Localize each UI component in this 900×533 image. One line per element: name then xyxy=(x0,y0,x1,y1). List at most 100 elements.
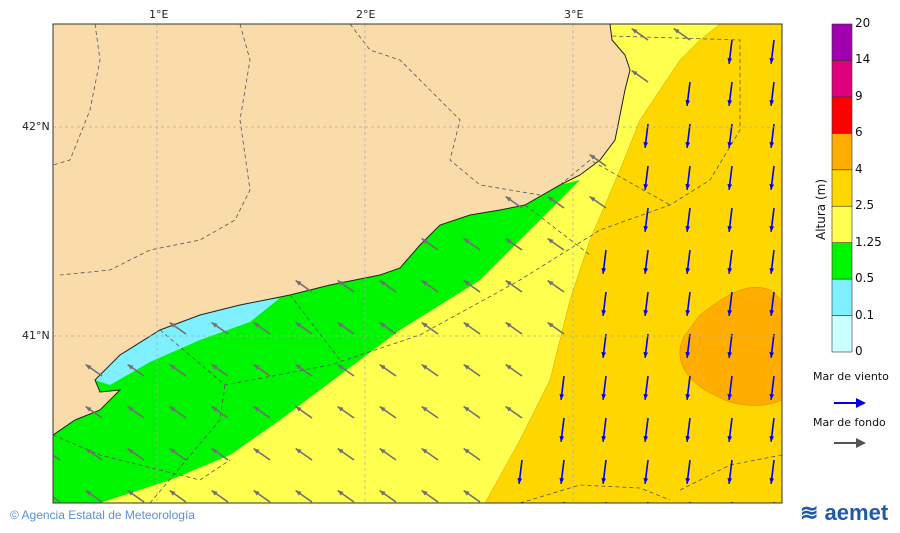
wind-sea-arrow xyxy=(769,459,775,484)
swell-arrow xyxy=(253,447,271,461)
swell-arrow xyxy=(589,153,607,167)
swell-arrow xyxy=(463,321,481,335)
swell-arrow xyxy=(547,321,565,335)
swell-arrow xyxy=(53,496,61,503)
legend-tick: 4 xyxy=(855,161,863,176)
wind-sea-arrow xyxy=(769,333,775,358)
legend-tick: 6 xyxy=(855,125,863,140)
swell-arrow xyxy=(211,489,229,503)
swell-arrow xyxy=(53,454,61,461)
wind-sea-arrow xyxy=(769,291,775,316)
swell-arrow xyxy=(505,405,523,419)
wind-sea-arrow xyxy=(769,417,775,442)
swell-arrow xyxy=(505,321,523,335)
wind-sea-arrow xyxy=(643,375,649,400)
legend-title: Altura (m) xyxy=(814,178,828,240)
swell-arrow xyxy=(169,321,187,335)
legend-band xyxy=(831,23,853,61)
swell-arrow xyxy=(253,405,271,419)
wind-sea-arrow xyxy=(769,165,775,190)
swell-arrow xyxy=(463,405,481,419)
swell-arrow xyxy=(505,363,523,377)
swell-arrow xyxy=(295,489,313,503)
legend-tick: 0.1 xyxy=(855,307,875,322)
wind-sea-arrow xyxy=(685,249,691,274)
wind-sea-arrow xyxy=(685,123,691,148)
swell-arrow xyxy=(169,363,187,377)
wind-sea-arrow xyxy=(727,123,733,148)
wind-sea-label: Mar de viento xyxy=(813,370,889,383)
legend-tick: 9 xyxy=(855,88,863,103)
wind-sea-arrow xyxy=(601,459,607,484)
swell-arrow xyxy=(505,279,523,293)
wind-sea-arrow xyxy=(685,291,691,316)
color-legend xyxy=(831,23,853,353)
swell-arrow xyxy=(85,447,103,461)
wind-sea-arrow xyxy=(685,333,691,358)
swell-arrow xyxy=(631,27,649,41)
legend-band xyxy=(831,315,853,353)
region-borders xyxy=(53,24,782,503)
wind-sea-arrow xyxy=(727,291,733,316)
swell-arrow xyxy=(463,363,481,377)
swell-arrow xyxy=(421,279,439,293)
swell-arrow xyxy=(463,447,481,461)
wind-sea-arrow xyxy=(643,417,649,442)
wind-sea-arrow xyxy=(685,375,691,400)
swell-arrow xyxy=(85,363,103,377)
wind-sea-arrow xyxy=(643,333,649,358)
wave-direction-arrows xyxy=(53,27,775,503)
legend-band xyxy=(831,205,853,243)
swell-arrow xyxy=(127,447,145,461)
wind-sea-arrow xyxy=(727,417,733,442)
swell-arrow xyxy=(379,405,397,419)
wind-sea-arrow xyxy=(685,207,691,232)
legend-band xyxy=(831,60,853,98)
wind-sea-arrow xyxy=(727,81,733,106)
legend-tick: 14 xyxy=(855,52,871,67)
wind-sea-arrow xyxy=(643,291,649,316)
legend-band xyxy=(831,96,853,134)
swell-arrow xyxy=(337,447,355,461)
wind-sea-arrow xyxy=(769,81,775,106)
swell-arrow xyxy=(253,489,271,503)
wind-sea-arrow xyxy=(769,123,775,148)
swell-label: Mar de fondo xyxy=(813,416,886,429)
graticule xyxy=(53,24,782,503)
wind-sea-arrow xyxy=(685,459,691,484)
sea-green-zone xyxy=(53,180,580,503)
lat-label: 42°N xyxy=(22,120,50,133)
wind-sea-arrow xyxy=(559,417,565,442)
wind-sea-arrow xyxy=(689,501,691,503)
legend-band xyxy=(831,278,853,316)
wind-sea-arrow xyxy=(559,375,565,400)
wind-sea-arrow xyxy=(643,123,649,148)
swell-arrow xyxy=(547,279,565,293)
legend-tick: 0.5 xyxy=(855,271,875,286)
aemet-logo: ≋ aemet xyxy=(800,500,889,525)
legend-band xyxy=(831,169,853,207)
swell-arrow xyxy=(253,321,271,335)
swell-arrow xyxy=(127,405,145,419)
wind-sea-arrow xyxy=(601,333,607,358)
swell-arrow xyxy=(127,489,145,503)
wind-sea-arrow xyxy=(769,207,775,232)
wind-sea-arrow xyxy=(601,417,607,442)
swell-arrow xyxy=(211,447,229,461)
wind-sea-arrow xyxy=(605,501,607,503)
swell-arrow xyxy=(379,321,397,335)
wind-sea-arrow xyxy=(769,249,775,274)
wind-sea-arrow xyxy=(769,39,775,64)
legend-band xyxy=(831,133,853,171)
legend-tick: 2.5 xyxy=(855,198,875,213)
swell-arrow xyxy=(295,279,313,293)
wind-sea-arrow xyxy=(731,501,733,503)
lat-label: 41°N xyxy=(22,329,50,342)
wind-sea-arrow xyxy=(727,249,733,274)
swell-arrow xyxy=(295,405,313,419)
swell-arrow xyxy=(337,321,355,335)
swell-arrow xyxy=(463,279,481,293)
wind-sea-arrow xyxy=(685,165,691,190)
swell-arrow xyxy=(379,363,397,377)
